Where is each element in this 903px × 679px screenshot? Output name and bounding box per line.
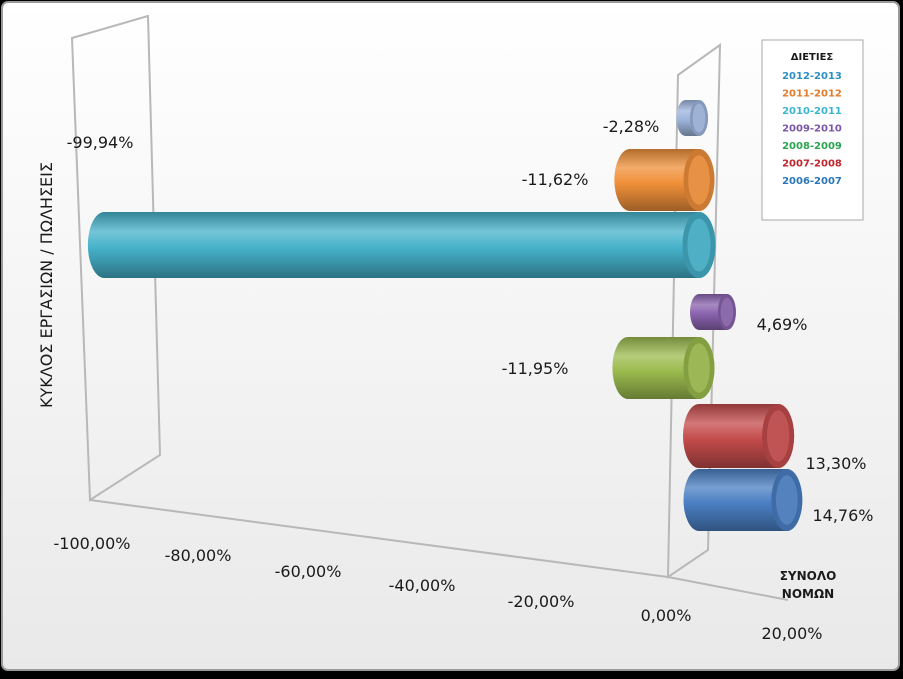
category-label: ΣΥΝΟΛΟ ΝΟΜΩΝ xyxy=(780,569,837,601)
bar-body xyxy=(87,212,716,278)
x-tick-label: 20,00% xyxy=(761,624,822,643)
bar-cap-highlight xyxy=(688,155,710,205)
bar-2011-2012 xyxy=(614,148,715,211)
data-label-2012-2013: -2,28% xyxy=(603,117,660,136)
legend-item-2009-2010: 2009-2010 xyxy=(782,124,842,135)
x-tick-label: -20,00% xyxy=(508,592,575,611)
category-label-line-1: ΣΥΝΟΛΟ xyxy=(780,569,837,583)
data-label-2011-2012: -11,62% xyxy=(522,170,589,189)
plot-walls xyxy=(70,14,789,601)
data-labels: -2,28% -11,62% -99,94% 4,69% -11,95% 13,30% 14… xyxy=(67,117,874,525)
legend-item-2010-2011: 2010-2011 xyxy=(782,106,842,117)
legend-item-2008-2009: 2008-2009 xyxy=(782,141,842,152)
bar-2008-2009 xyxy=(612,337,715,399)
legend-item-2006-2007: 2006-2007 xyxy=(782,176,842,187)
floor-edge-right xyxy=(667,576,789,601)
bar-cap-highlight xyxy=(766,410,790,462)
bar-2009-2010 xyxy=(690,294,736,330)
x-tick-label: -60,00% xyxy=(275,562,342,581)
x-tick-labels: -100,00% -80,00% -60,00% -40,00% -20,00% 0,00… xyxy=(54,534,823,643)
x-tick-label: -80,00% xyxy=(165,546,232,565)
category-label-line-2: ΝΟΜΩΝ xyxy=(782,587,834,601)
bar-2006-2007 xyxy=(683,469,803,531)
bar-body xyxy=(683,469,803,531)
bar-cap-highlight xyxy=(720,297,734,327)
legend-box xyxy=(761,39,864,221)
data-label-2007-2008: 13,30% xyxy=(805,454,866,473)
legend-item-2012-2013: 2012-2013 xyxy=(782,71,842,82)
bar-cap-highlight xyxy=(775,475,798,525)
zero-plane xyxy=(666,43,722,579)
data-label-2009-2010: 4,69% xyxy=(757,315,808,334)
data-label-2008-2009: -11,95% xyxy=(502,359,569,378)
back-wall-left xyxy=(70,14,162,502)
x-tick-label: 0,00% xyxy=(641,606,692,625)
bar-cap-highlight xyxy=(687,218,711,272)
x-tick-label: -100,00% xyxy=(54,534,131,553)
bars xyxy=(87,100,803,531)
x-tick-label: -40,00% xyxy=(389,576,456,595)
floor-edge xyxy=(89,499,669,578)
data-label-2010-2011: -99,94% xyxy=(67,133,134,152)
data-label-2006-2007: 14,76% xyxy=(812,506,873,525)
bar-2012-2013 xyxy=(676,100,708,136)
bar-2010-2011 xyxy=(87,212,716,278)
legend-item-2011-2012: 2011-2012 xyxy=(782,89,842,100)
y-axis-label: ΚΥΚΛΟΣ ΕΡΓΑΣΙΩΝ / ΠΩΛΗΣΕΙΣ xyxy=(37,162,56,408)
bar-cap-highlight xyxy=(692,103,706,133)
legend-item-2007-2008: 2007-2008 xyxy=(782,159,842,170)
legend-title: ΔΙΕΤΙΕΣ xyxy=(791,52,834,63)
bar-2007-2008 xyxy=(683,404,795,468)
legend: ΔΙΕΤΙΕΣ 2012-2013 2011-2012 2010-2011 2009-… xyxy=(761,39,864,221)
bar-cap-highlight xyxy=(688,343,710,393)
